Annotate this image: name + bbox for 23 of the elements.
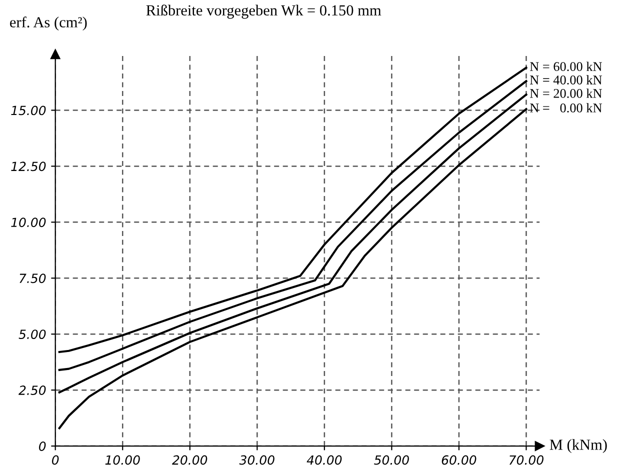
x-tick-label: 10.00 bbox=[105, 455, 140, 465]
y-tick-label: 0 bbox=[38, 442, 46, 451]
x-tick-label: 50.00 bbox=[374, 455, 409, 465]
y-tick-label: 5.00 bbox=[18, 330, 46, 340]
chart-title: Rißbreite vorgegeben Wk = 0.150 mm bbox=[146, 4, 382, 19]
x-tick-label: 30.00 bbox=[239, 455, 274, 465]
series-label: N = 60.00 kN bbox=[530, 62, 602, 72]
y-tick-label: 12.50 bbox=[11, 162, 46, 172]
x-tick-label: 20.00 bbox=[172, 455, 208, 465]
x-axis-title: M (kNm) bbox=[550, 439, 607, 453]
x-tick-label: 0 bbox=[52, 455, 59, 465]
x-tick-label: 70.00 bbox=[509, 455, 544, 465]
y-tick-label: 2.50 bbox=[18, 386, 46, 395]
series-label: N = 20.00 kN bbox=[530, 88, 602, 98]
y-tick-label: 10.00 bbox=[11, 218, 46, 228]
y-tick-label: 15.00 bbox=[11, 106, 46, 116]
series-label: N = 0.00 kN bbox=[530, 103, 602, 112]
series-label: N = 40.00 kN bbox=[530, 75, 602, 85]
line-series bbox=[58, 108, 528, 430]
x-tick-label: 40.00 bbox=[306, 455, 342, 465]
y-tick-label: 7.50 bbox=[20, 274, 46, 284]
x-tick-label: 60.00 bbox=[442, 455, 476, 465]
y-axis-title: erf. As (cm²) bbox=[10, 16, 87, 31]
